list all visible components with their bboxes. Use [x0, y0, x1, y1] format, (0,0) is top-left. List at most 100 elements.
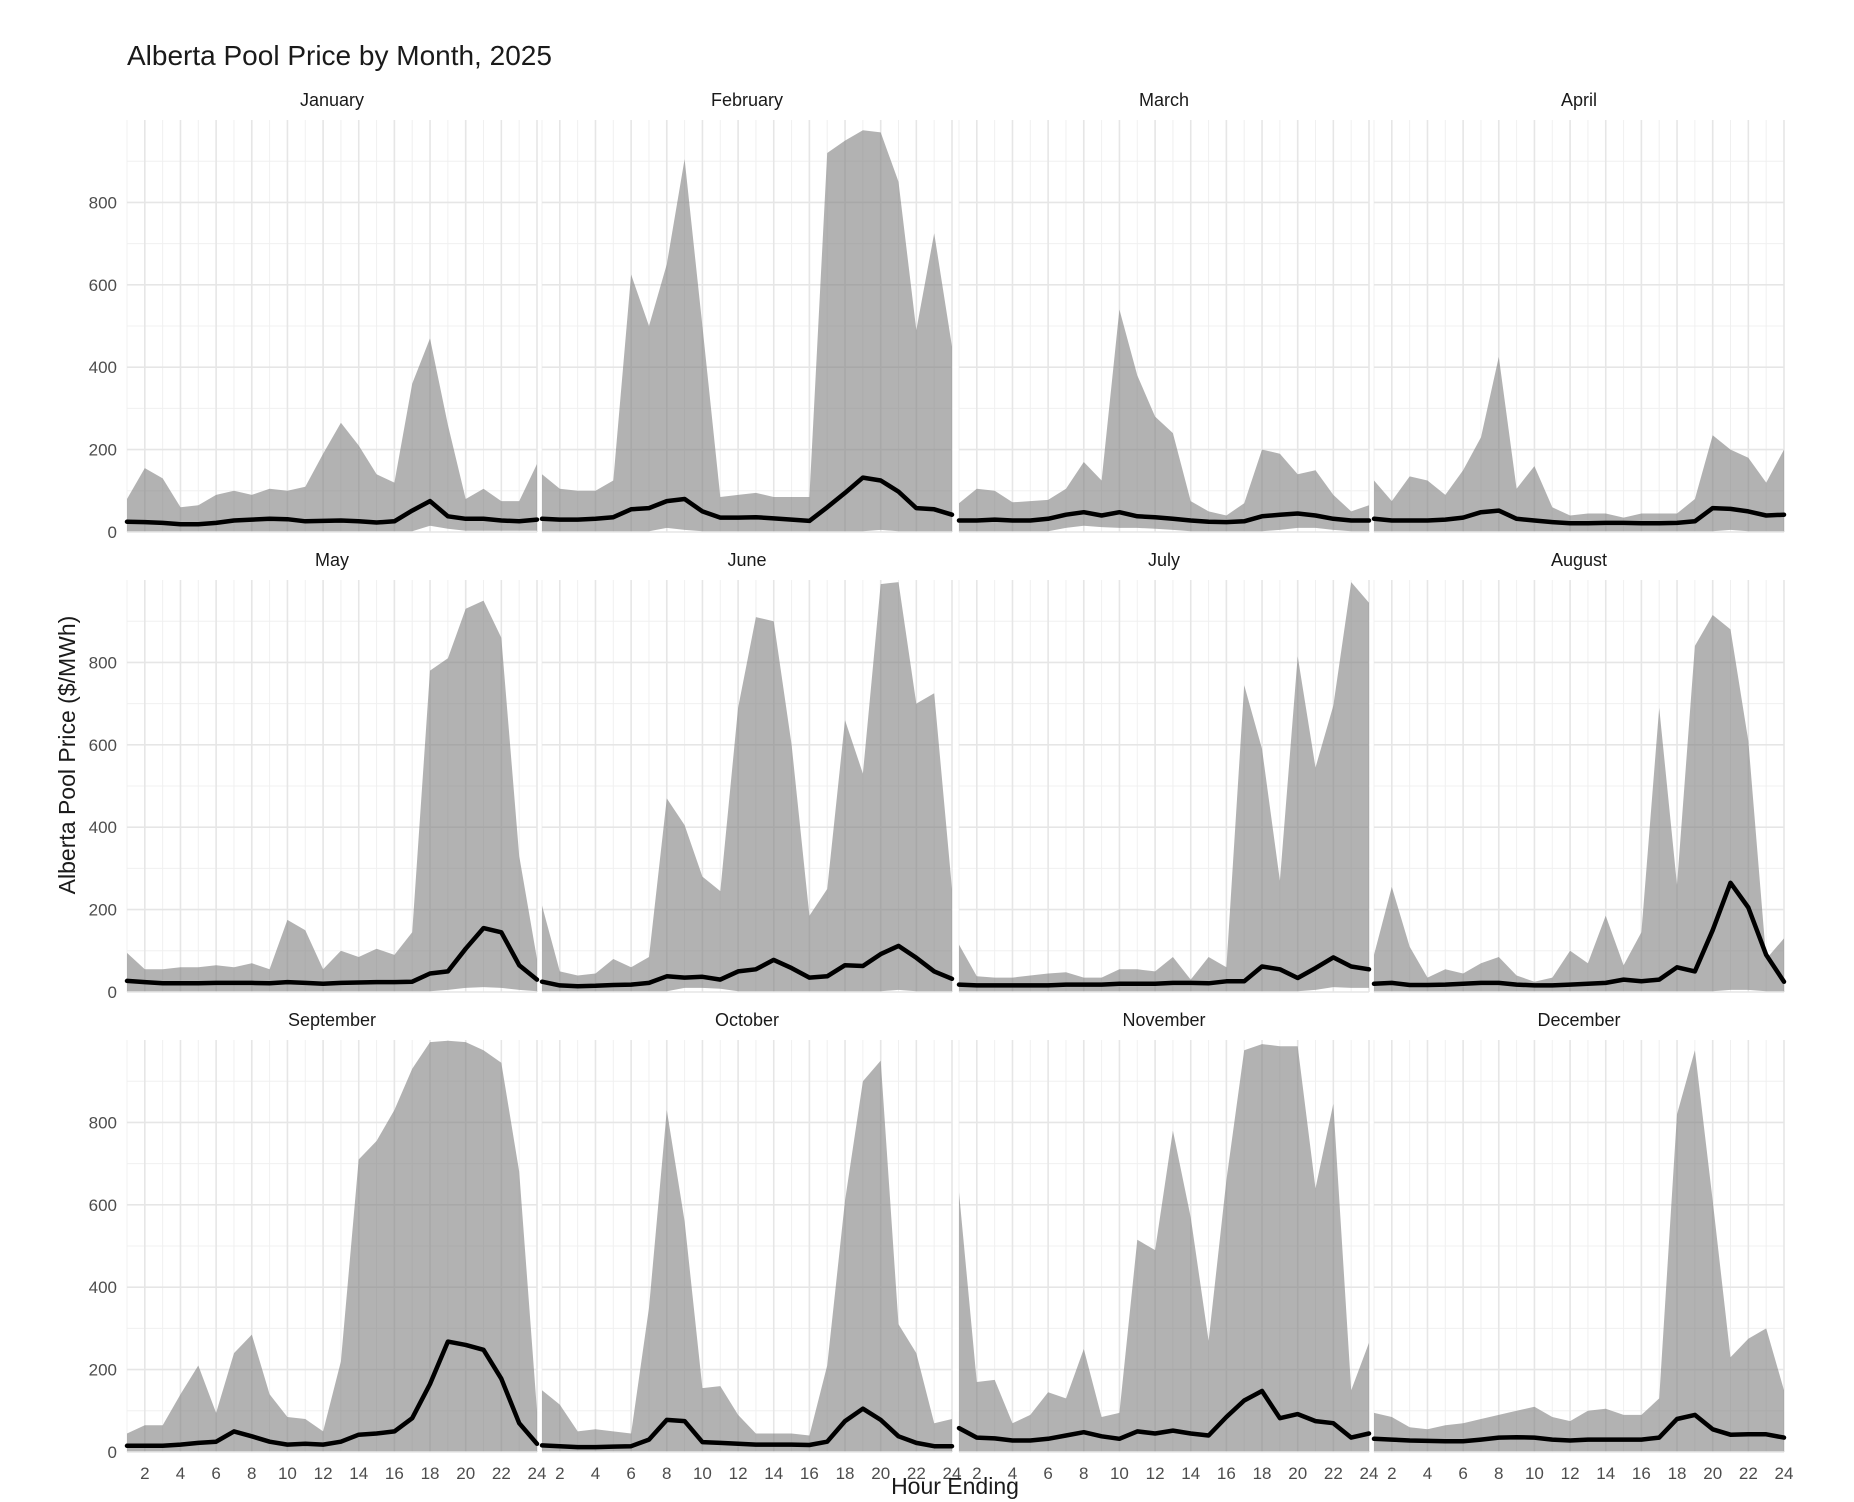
panel-august: August: [1371, 550, 1787, 993]
panel-title-march: March: [1139, 90, 1189, 110]
y-tick-label: 400: [89, 358, 117, 377]
x-tick-label: 24: [943, 1464, 962, 1483]
median-price-line-may: [124, 925, 540, 987]
x-tick-label: 18: [836, 1464, 855, 1483]
y-tick-label: 0: [108, 1443, 117, 1462]
x-tick-label: 10: [693, 1464, 712, 1483]
panel-title-august: August: [1551, 550, 1607, 570]
x-tick-label: 22: [907, 1464, 926, 1483]
x-tick-label: 20: [1288, 1464, 1307, 1483]
x-tick-label: 6: [1043, 1464, 1052, 1483]
price-range-band-august: [1374, 615, 1784, 992]
x-tick-label: 4: [176, 1464, 185, 1483]
x-tick-label: 20: [456, 1464, 475, 1483]
median-price-line-december: [1371, 1412, 1787, 1444]
y-tick-label: 200: [89, 1361, 117, 1380]
price-range-band-september: [127, 1040, 537, 1452]
median-price-line-june: [539, 943, 955, 989]
panel-january: January 0 200 400 600 800: [89, 90, 540, 542]
panel-title-september: September: [288, 1010, 376, 1030]
x-tick-label: 24: [1775, 1464, 1794, 1483]
median-price-line-november: [956, 1388, 1372, 1443]
x-tick-label: 22: [492, 1464, 511, 1483]
chart-title: Alberta Pool Price by Month, 2025: [127, 40, 552, 71]
price-range-band-april: [1374, 356, 1784, 532]
price-range-band-june: [542, 582, 952, 992]
panel-title-july: July: [1148, 550, 1180, 570]
x-tick-label: 16: [1217, 1464, 1236, 1483]
x-tick-label: 8: [662, 1464, 671, 1483]
panel-title-january: January: [300, 90, 364, 110]
y-axis-title: Alberta Pool Price ($/MWh): [54, 616, 80, 895]
median-price-line-april: [1371, 505, 1787, 526]
x-tick-label: 12: [729, 1464, 748, 1483]
median-price-line-february: [539, 475, 955, 524]
price-range-band-may: [127, 600, 537, 992]
x-axis-title: Hour Ending: [891, 1473, 1019, 1499]
x-tick-label: 4: [591, 1464, 600, 1483]
x-tick-label: 20: [1703, 1464, 1722, 1483]
x-tick-label: 22: [1739, 1464, 1758, 1483]
panel-march: March: [956, 90, 1372, 533]
x-tick-label: 18: [421, 1464, 440, 1483]
panel-title-june: June: [727, 550, 766, 570]
y-tick-label: 800: [89, 1113, 117, 1132]
panel-may: May 0 200 400 600 800: [89, 550, 540, 1002]
y-tick-label: 400: [89, 1278, 117, 1297]
median-price-line-january: [124, 498, 540, 527]
panel-title-december: December: [1537, 1010, 1620, 1030]
x-tick-label: 14: [349, 1464, 368, 1483]
y-tick-label: 0: [108, 983, 117, 1002]
y-tick-label: 800: [89, 653, 117, 672]
x-tick-label: 4: [1423, 1464, 1432, 1483]
price-range-band-october: [542, 1060, 952, 1452]
panel-june: June: [539, 550, 955, 993]
panel-title-april: April: [1561, 90, 1597, 110]
median-price-line-september: [124, 1339, 540, 1449]
y-tick-label: 400: [89, 818, 117, 837]
x-tick-label: 8: [1494, 1464, 1503, 1483]
price-range-band-march: [959, 309, 1369, 532]
x-tick-label: 12: [314, 1464, 333, 1483]
y-tick-label: 600: [89, 1196, 117, 1215]
price-range-band-january: [127, 338, 537, 532]
x-tick-label: 14: [1596, 1464, 1615, 1483]
x-tick-label: 18: [1668, 1464, 1687, 1483]
x-tick-label: 6: [211, 1464, 220, 1483]
y-tick-label: 800: [89, 193, 117, 212]
x-tick-label: 6: [1458, 1464, 1467, 1483]
y-tick-label: 200: [89, 441, 117, 460]
price-range-band-december: [1374, 1050, 1784, 1452]
x-tick-label: 22: [1324, 1464, 1343, 1483]
price-range-band-november: [959, 1044, 1369, 1452]
median-price-line-august: [1371, 880, 1787, 988]
x-tick-label: 10: [1110, 1464, 1129, 1483]
x-tick-label: 6: [626, 1464, 635, 1483]
x-tick-label: 2: [1387, 1464, 1396, 1483]
x-tick-label: 24: [1360, 1464, 1379, 1483]
price-range-band-february: [542, 130, 952, 532]
median-price-line-march: [956, 509, 1372, 525]
median-price-line-july: [956, 955, 1372, 988]
panel-title-october: October: [715, 1010, 779, 1030]
panel-july: July: [956, 550, 1372, 993]
median-price-line-october: [539, 1406, 955, 1450]
panel-title-may: May: [315, 550, 349, 570]
x-tick-label: 16: [1632, 1464, 1651, 1483]
x-tick-label: 14: [1181, 1464, 1200, 1483]
x-tick-label: 16: [385, 1464, 404, 1483]
x-tick-label: 24: [528, 1464, 547, 1483]
y-tick-label: 600: [89, 276, 117, 295]
y-tick-label: 200: [89, 901, 117, 920]
panel-february: February: [539, 90, 955, 533]
x-tick-label: 16: [800, 1464, 819, 1483]
x-tick-label: 14: [764, 1464, 783, 1483]
y-tick-label: 0: [108, 523, 117, 542]
price-range-band-july: [959, 582, 1369, 992]
